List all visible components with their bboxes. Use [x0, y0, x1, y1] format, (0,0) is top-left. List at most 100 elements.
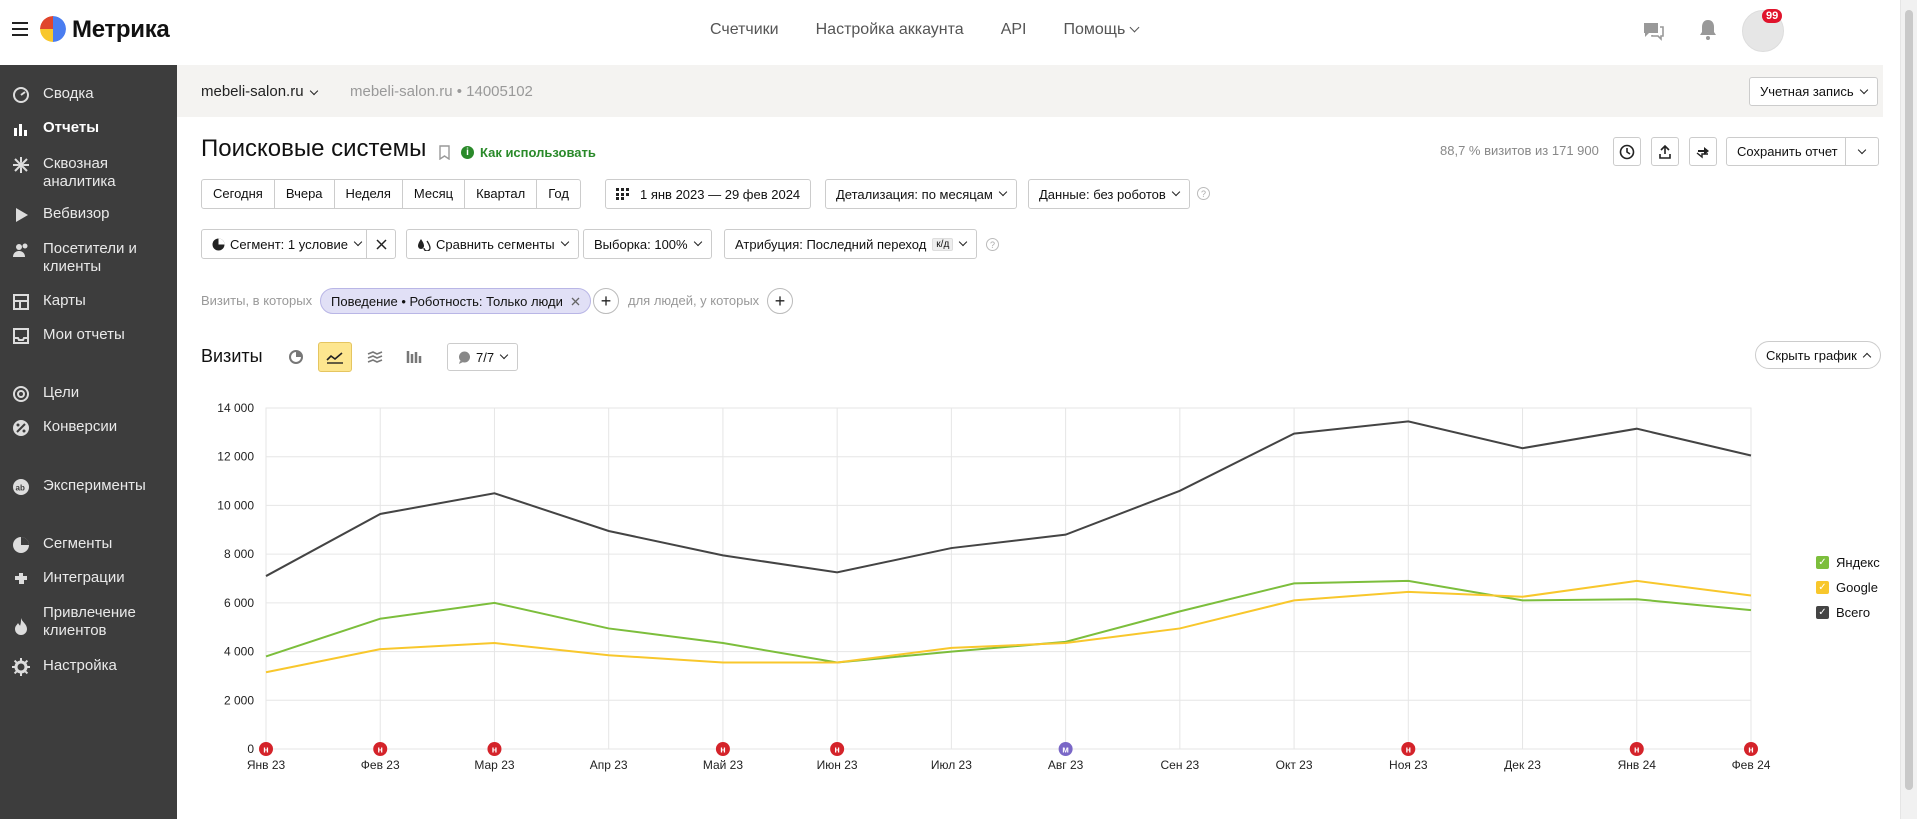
- nav-counters[interactable]: Счетчики: [710, 21, 779, 38]
- event-marker-label: н: [1748, 745, 1753, 755]
- scrollbar-thumb[interactable]: [1905, 10, 1913, 790]
- account-button[interactable]: Учетная запись: [1749, 77, 1878, 106]
- metrika-logo-icon[interactable]: [40, 16, 66, 42]
- pie-chart-toggle[interactable]: [279, 342, 313, 372]
- period-year[interactable]: Год: [548, 186, 569, 201]
- x-tick-label: Янв 24: [1618, 758, 1657, 772]
- event-marker-label: н: [263, 745, 268, 755]
- segment-dropdown[interactable]: Сегмент: 1 условие: [201, 229, 372, 259]
- sidebar-item-integrations[interactable]: Интеграции: [0, 569, 177, 589]
- checkbox-checked-icon[interactable]: ✓: [1816, 556, 1829, 569]
- period-yesterday[interactable]: Вчера: [275, 180, 335, 208]
- compare-segments-dropdown[interactable]: Сравнить сегменты: [406, 229, 579, 259]
- nav-account-settings[interactable]: Настройка аккаунта: [815, 21, 964, 38]
- sidebar-item-end-to-end-analytics[interactable]: Сквозная аналитика: [0, 155, 177, 191]
- sidebar-item-segments[interactable]: Сегменты: [0, 535, 177, 555]
- sidebar-item-settings[interactable]: Настройка: [0, 657, 177, 677]
- api-button[interactable]: [1689, 137, 1717, 166]
- save-report-button[interactable]: Сохранить отчет: [1726, 137, 1849, 166]
- bar-chart-toggle[interactable]: [397, 342, 431, 372]
- site-selector[interactable]: mebeli-salon.ru: [201, 83, 318, 100]
- filter-prefix: Визиты, в которых: [201, 293, 313, 308]
- clear-segment-button[interactable]: [366, 229, 396, 259]
- sidebar-item-client-acquisition[interactable]: Привлечение клиентов: [0, 604, 177, 640]
- drops-icon: [418, 238, 431, 251]
- app-name[interactable]: Метрика: [72, 16, 170, 43]
- period-quarter[interactable]: Квартал: [465, 180, 538, 208]
- event-marker-label: м: [1062, 745, 1069, 755]
- segment-label: Сегмент: 1 условие: [230, 236, 348, 252]
- x-tick-label: Фев 23: [361, 758, 400, 772]
- chart-title: Визиты: [201, 346, 263, 366]
- period-week[interactable]: Неделя: [335, 180, 403, 208]
- series-selector[interactable]: 7/7: [447, 343, 519, 371]
- event-marker: [373, 742, 388, 756]
- sidebar-item-label: Интеграции: [43, 569, 125, 586]
- attribution-dropdown[interactable]: Атрибуция: Последний переход к/д: [724, 229, 978, 259]
- bell-icon[interactable]: [1695, 17, 1721, 43]
- svg-text:ab: ab: [16, 484, 25, 493]
- menu-icon[interactable]: [12, 22, 28, 36]
- filter-chip[interactable]: Поведение • Роботность: Только люди: [320, 288, 591, 314]
- legend-item-total[interactable]: ✓ Всего: [1816, 605, 1880, 620]
- notification-badge: 99: [1762, 9, 1783, 23]
- sidebar-item-reports[interactable]: Отчеты: [0, 119, 177, 139]
- site-domain: mebeli-salon.ru: [350, 83, 453, 100]
- checkbox-checked-icon[interactable]: ✓: [1816, 581, 1829, 594]
- chevron-down-icon: [560, 237, 569, 247]
- export-button[interactable]: [1651, 137, 1679, 166]
- nav-help[interactable]: Помощь: [1063, 21, 1140, 39]
- chevron-down-icon: [353, 237, 363, 247]
- date-range-button[interactable]: 1 янв 2023 — 29 фев 2024: [605, 179, 812, 209]
- data-dropdown[interactable]: Данные: без роботов: [1028, 179, 1190, 209]
- sidebar-item-goals[interactable]: Цели: [0, 384, 177, 404]
- chevron-down-icon: [1129, 22, 1140, 33]
- bookmark-icon[interactable]: [439, 145, 450, 161]
- detail-dropdown[interactable]: Детализация: по месяцам: [825, 179, 1017, 209]
- plot-frame: [265, 407, 1752, 750]
- sample-dropdown[interactable]: Выборка: 100%: [583, 229, 712, 259]
- chevron-down-icon: [309, 86, 318, 96]
- legend-label: Всего: [1836, 605, 1871, 620]
- sidebar-item-visitors[interactable]: Посетители и клиенты: [0, 240, 177, 276]
- area-chart-toggle[interactable]: [358, 342, 392, 372]
- attribution-label: Атрибуция: Последний переход: [735, 236, 927, 252]
- sidebar-item-my-reports[interactable]: Мои отчеты: [0, 326, 177, 346]
- filter-chip-label: Поведение • Роботность: Только люди: [331, 293, 563, 309]
- sidebar-item-conversions[interactable]: Конверсии: [0, 418, 177, 438]
- ab-icon: ab: [11, 477, 31, 497]
- sidebar-item-summary[interactable]: Сводка: [0, 85, 177, 105]
- help-icon[interactable]: ?: [1197, 187, 1210, 200]
- add-people-condition-button[interactable]: +: [767, 288, 793, 314]
- line-chart-toggle[interactable]: [318, 342, 352, 372]
- swap-icon: [1696, 146, 1709, 158]
- add-visit-condition-button[interactable]: +: [593, 288, 619, 314]
- help-icon[interactable]: ?: [986, 238, 999, 251]
- chevron-down-icon: [1171, 187, 1181, 197]
- x-tick-label: Сен 23: [1161, 758, 1200, 772]
- play-icon: [11, 205, 31, 225]
- legend-label: Яндекс: [1836, 555, 1880, 570]
- x-tick-label: Июн 23: [817, 758, 858, 772]
- scrollbar[interactable]: [1900, 0, 1917, 819]
- top-bar: Метрика Счетчики Настройка аккаунта API …: [0, 0, 1900, 65]
- chat-icon[interactable]: [1640, 17, 1666, 43]
- flower-icon: [11, 155, 31, 175]
- hide-chart-button[interactable]: Скрыть график: [1755, 341, 1881, 369]
- visits-share: 88,7 % визитов из 171 900: [1440, 143, 1599, 158]
- inbox-icon: [11, 326, 31, 346]
- series-line-Google: [265, 579, 1752, 674]
- period-today[interactable]: Сегодня: [202, 180, 275, 208]
- sidebar-item-experiments[interactable]: ab Эксперименты: [0, 477, 177, 497]
- how-to-use-link[interactable]: i Как использовать: [461, 145, 596, 160]
- close-icon[interactable]: [571, 297, 580, 306]
- nav-api[interactable]: API: [1000, 21, 1027, 38]
- period-month[interactable]: Месяц: [403, 180, 466, 208]
- sidebar-item-webvisor[interactable]: Вебвизор: [0, 205, 177, 225]
- legend-item-yandex[interactable]: ✓ Яндекс: [1816, 555, 1880, 570]
- legend-item-google[interactable]: ✓ Google: [1816, 580, 1880, 595]
- save-report-menu-button[interactable]: [1845, 137, 1879, 166]
- checkbox-checked-icon[interactable]: ✓: [1816, 606, 1829, 619]
- history-button[interactable]: [1613, 137, 1641, 166]
- sidebar-item-maps[interactable]: Карты: [0, 292, 177, 312]
